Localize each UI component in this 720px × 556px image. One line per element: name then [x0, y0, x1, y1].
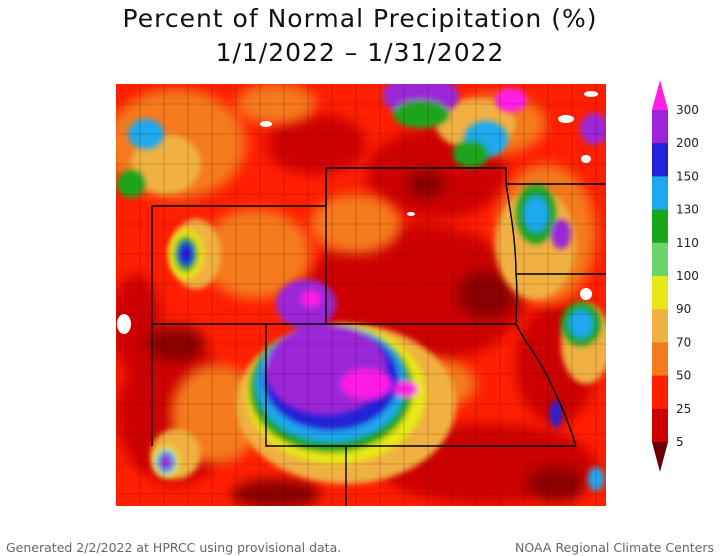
legend-swatch — [652, 276, 668, 310]
legend-tick-label: 200 — [676, 136, 699, 150]
legend-tick-label: 5 — [676, 435, 684, 449]
legend-tick-label: 70 — [676, 335, 691, 349]
legend-swatch — [652, 309, 668, 343]
legend-tick-label: 100 — [676, 269, 699, 283]
legend-swatch — [652, 110, 668, 144]
state-borders — [151, 167, 606, 506]
legend-swatch — [652, 209, 668, 244]
map-title: Percent of Normal Precipitation (%) — [122, 4, 598, 33]
source-credit: NOAA Regional Climate Centers — [515, 540, 714, 555]
legend-tick-label: 130 — [676, 203, 699, 217]
legend-tick-label: 150 — [676, 169, 699, 183]
legend-labels: 300 200 150 130 110 100 90 70 50 25 5 — [676, 103, 699, 449]
lakes — [117, 91, 598, 334]
legend-swatch — [652, 408, 668, 443]
legend-swatch — [652, 242, 668, 277]
legend-tick-label: 110 — [676, 236, 699, 250]
wet-core-regions — [246, 279, 426, 464]
legend-swatch — [652, 143, 668, 177]
west-wet-regions — [117, 119, 204, 478]
legend-tick-label: 25 — [676, 402, 691, 416]
legend-top-arrow — [652, 80, 668, 110]
precipitation-map — [116, 84, 606, 506]
legend-tick-label: 90 — [676, 302, 691, 316]
legend-swatch — [652, 342, 668, 377]
legend-bottom-arrow — [652, 442, 668, 472]
legend-tick-label: 50 — [676, 369, 691, 383]
legend-tick-label: 300 — [676, 103, 699, 117]
county-lines — [116, 84, 606, 506]
date-range: 1/1/2022 – 1/31/2022 — [215, 38, 505, 67]
north-wet-regions — [383, 84, 606, 491]
legend-swatches — [652, 110, 668, 472]
legend-swatch — [652, 176, 668, 211]
legend-swatch — [652, 375, 668, 410]
generated-note: Generated 2/2/2022 at HPRCC using provis… — [6, 540, 342, 555]
color-legend: 300 200 150 130 110 100 90 70 50 25 5 — [652, 80, 699, 472]
